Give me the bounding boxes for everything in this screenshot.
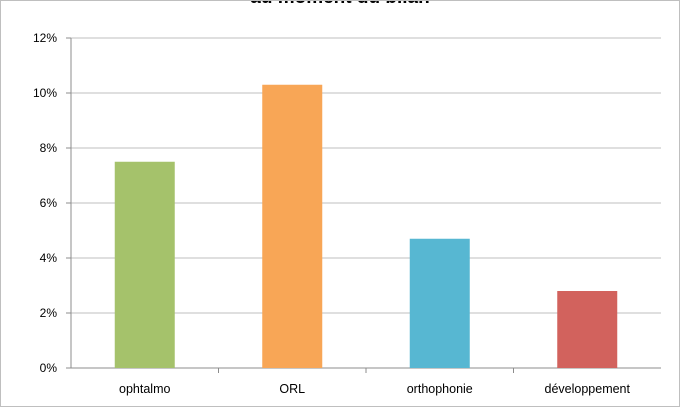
y-tick-label: 10% (33, 86, 57, 100)
bar (557, 291, 618, 368)
x-tick-label: orthophonie (407, 382, 473, 396)
y-tick-label: 6% (40, 196, 58, 210)
y-tick-label: 8% (40, 141, 58, 155)
bar (409, 238, 470, 368)
y-tick-label: 4% (40, 251, 58, 265)
x-tick-label: ophtalmo (119, 382, 170, 396)
bar (114, 161, 175, 368)
bar (262, 84, 323, 368)
y-tick-label: 2% (40, 306, 58, 320)
y-tick-label: 12% (33, 31, 57, 45)
chart-title: au moment du bilan (1, 1, 679, 9)
y-tick-label: 0% (40, 361, 58, 375)
x-tick-label: ORL (279, 382, 305, 396)
x-tick-label: développement (545, 382, 631, 396)
